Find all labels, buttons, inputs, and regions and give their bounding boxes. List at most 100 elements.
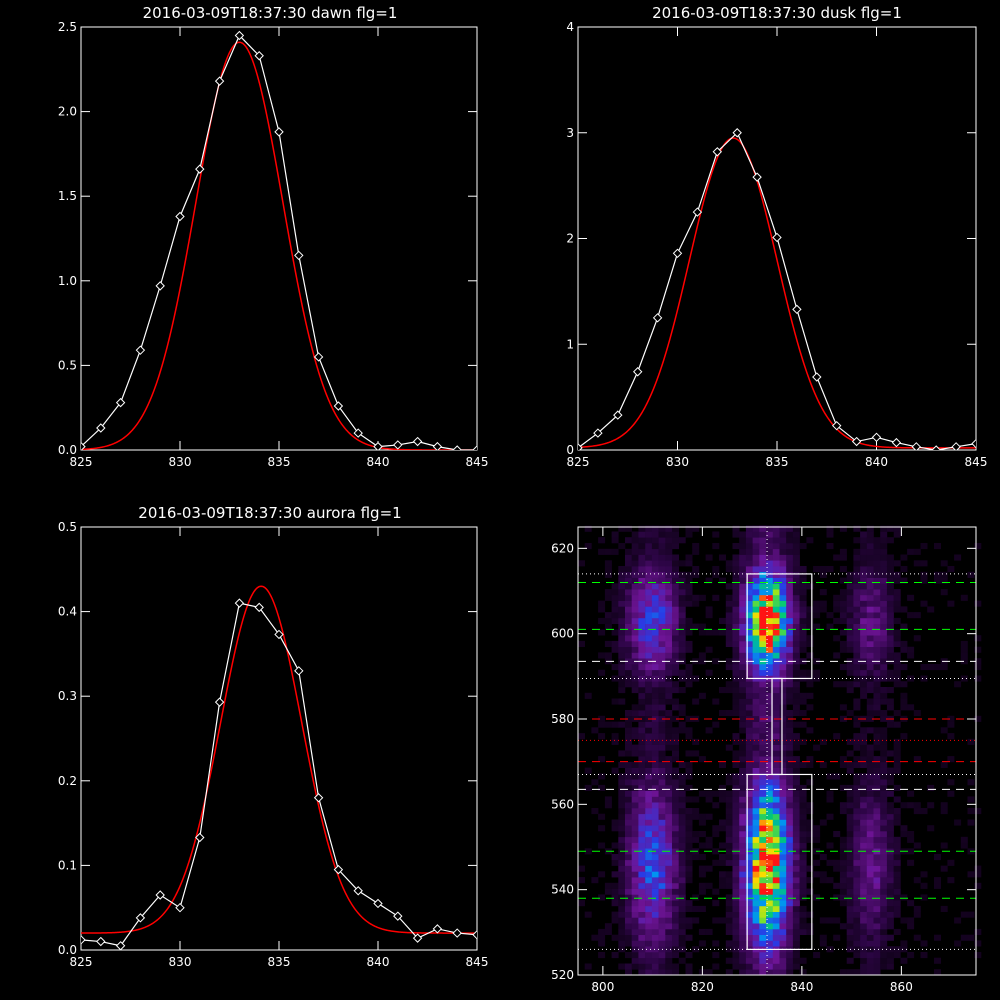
spectral-image-pixel [739,600,747,607]
spectral-image-pixel [752,750,760,757]
spectral-image-pixel [625,934,632,941]
spectral-image-pixel [913,560,921,567]
spectral-image-pixel [866,865,874,872]
spectral-image-pixel [745,836,753,843]
spectral-image-pixel [752,635,760,642]
spectral-image-pixel [678,854,686,861]
spectral-image-pixel [860,583,868,590]
spectral-image-pixel [611,629,619,636]
spectral-image-pixel [665,894,673,901]
spectral-image-pixel [846,871,854,878]
spectral-image-pixel [752,566,760,573]
dusk-y-tick-label: 2 [566,232,574,246]
spectral-image-pixel [806,652,814,659]
spectral-image-pixel [651,963,659,970]
spectral-image-pixel [853,548,861,555]
dawn-data-point [393,440,403,450]
spectral-image-pixel [685,813,693,820]
spectral-image-pixel [772,796,780,803]
spectral-image-pixel [766,808,774,815]
spectral-image-pixel [645,750,653,757]
spectral-image-pixel [631,640,639,647]
spectral-image-pixel [893,946,901,953]
spectral-image-pixel [651,738,659,745]
spectral-image-pixel [584,692,592,699]
spectral-image-pixel [631,750,639,757]
spectral-image-pixel [631,687,639,694]
spectral-image-pixel [873,594,881,601]
spectral-image-pixel [651,808,659,815]
spectral-image-pixel [886,669,894,676]
spectral-image-pixel [638,825,646,832]
spectral-image-pixel [880,640,888,647]
spectral-image-pixel [839,894,847,901]
spectral-image-pixel [645,865,653,872]
spectral-image-pixel [886,583,894,590]
spectral-image-pixel [745,940,753,947]
spectral-image-pixel [725,773,733,780]
spectral-image-pixel [779,773,787,780]
spectral-image-pixel [651,525,659,532]
spectral-image-pixel [618,894,626,901]
spectral-image-pixel [685,825,693,832]
spectral-image-pixel [638,761,646,768]
spectral-image-pixel [819,934,827,941]
spectral-image-pixel [658,969,666,976]
spectral-image-pixel [631,531,639,538]
spectral-image-pixel [839,525,847,532]
spectral-image-pixel [618,675,626,682]
spectral-image-pixel [900,640,908,647]
spectral-image-pixel [651,825,659,832]
spectral-image-pixel [692,566,700,573]
spectral-image-pixel [839,664,847,671]
spectral-image-pixel [618,790,626,797]
spectral-image-pixel [853,802,861,809]
spectral-image-pixel [678,905,686,912]
spectral-image-pixel [792,577,800,584]
spectral-image-pixel [625,900,632,907]
spectral-image-pixel [907,836,915,843]
spectral-image-pixel [954,554,962,561]
spectral-image-pixel [625,790,632,797]
spectral-image-pixel [833,882,841,889]
spectral-image-pixel [618,525,626,532]
spectral-image-pixel [893,871,901,878]
spectral-image-pixel [786,928,794,935]
spectral-image-pixel [745,571,753,578]
spectral-image-pixel [739,710,747,717]
spectral-image-pixel [665,784,673,791]
spectral-image-pixel [651,871,659,878]
spectral-image-pixel [772,560,780,567]
spectral-image-pixel [792,531,800,538]
spectral-image-pixel [846,640,854,647]
spectral-image-pixel [900,802,908,809]
spectral-image-pixel [604,612,612,619]
spectral-image-pixel [860,600,868,607]
spectral-image-pixel [873,877,881,884]
spectral-image-pixel [913,877,921,884]
spectral-image-pixel [685,583,693,590]
spectral-image-pixel [625,928,632,935]
spectral-image-pixel [678,727,686,734]
spectral-image-pixel [766,525,774,532]
spectral-image-pixel [672,669,679,676]
spectral-image-pixel [779,882,787,889]
spectral-image-pixel [792,859,800,866]
spectral-image-pixel [752,612,760,619]
spectral-image-pixel [766,652,774,659]
spectral-image-pixel [853,888,861,895]
spectral-image-pixel [625,848,632,855]
dawn-data-point [353,428,363,438]
spectral-image-pixel [732,865,740,872]
spectral-image-pixel [786,629,794,636]
spectral-image-pixel [645,917,653,924]
spectral-image-pixel [658,577,666,584]
spectral-image-pixel [625,888,632,895]
spectral-image-pixel [651,969,659,976]
spectral-image-pixel [705,865,713,872]
spectral-image-pixel [618,721,626,728]
spectral-image-pixel [625,877,632,884]
spectral-image-pixel [665,548,673,555]
spectral-image-pixel [967,796,975,803]
spectral-image-pixel [806,692,814,699]
